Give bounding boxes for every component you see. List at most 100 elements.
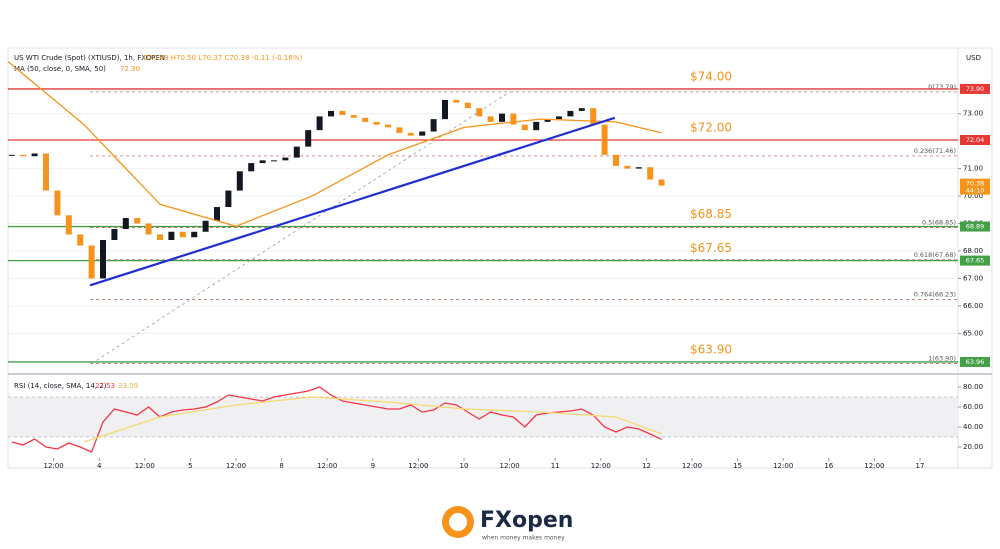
candle [134,218,141,224]
rsi-value: 27.53 [95,382,115,390]
candle [77,234,84,246]
ma-line [7,60,662,227]
candle [259,160,266,164]
candle [65,215,72,235]
candle [271,160,277,162]
x-tick-label: 8 [279,462,283,470]
candle [590,108,597,125]
candle [88,245,95,279]
candle [407,132,414,136]
level-badge [960,221,990,232]
level-badge-label: 67.65 [966,257,985,265]
candle [396,127,403,133]
candle [499,113,505,122]
x-tick-label: 12:00 [500,462,520,470]
axis-unit: USD [966,54,981,62]
y-tick-label: 20.00 [963,443,983,451]
x-tick-label: 12:00 [591,462,611,470]
candle [453,99,460,103]
candle [556,116,562,120]
candle [225,190,232,208]
level-label: $63.90 [690,342,732,356]
chart-frame [7,47,993,469]
candle [419,131,426,136]
candle [350,115,357,118]
trend-line [89,116,616,287]
candle [20,154,27,157]
fib-label: 1(63.90) [928,355,956,363]
logo-emblem-inner [449,513,467,531]
y-tick-label: 71.00 [963,165,983,173]
ma-legend: MA (50, close, 0, SMA, 50) [14,65,106,73]
rsi-sma-value: 33.09 [118,382,138,390]
candle [145,223,152,235]
x-tick-label: 10 [460,462,469,470]
candle [464,102,471,109]
fib-label: 0.236(71.46) [914,147,956,155]
candle [510,113,517,125]
rsi-legend: RSI (14, close, SMA, 14, 2) [14,382,107,390]
candle [282,157,289,161]
candle [578,108,585,111]
level-badge [960,356,990,367]
candle [624,165,631,169]
y-tick-label: 67.00 [963,274,983,282]
x-tick-label: 12:00 [864,462,884,470]
candle [385,124,391,128]
candle [157,234,163,240]
candle [533,121,540,131]
x-tick-label: 12:00 [135,462,155,470]
last-price: 70.38 [966,180,985,188]
candle [613,154,619,166]
x-tick-label: 12:00 [226,462,246,470]
level-badge [960,83,990,94]
rsi-sma-line [83,396,662,443]
candle [647,167,654,180]
fib-label: 0(73.79) [928,83,956,91]
y-tick-label: 80.00 [963,383,983,391]
candle [111,229,118,240]
x-tick-label: 12:00 [408,462,428,470]
candle [316,116,323,131]
candle [293,146,300,158]
x-tick-label: 12:00 [317,462,337,470]
candle [339,110,346,116]
x-tick-label: 9 [371,462,375,470]
candle [179,231,186,238]
x-tick-label: 11 [551,462,560,470]
candle [362,117,369,122]
level-label: $74.00 [690,69,732,83]
last-price-badge [960,178,990,195]
fib-label: 0.618(67.68) [914,251,956,259]
level-badge [960,255,990,266]
y-tick-label: 66.00 [963,302,983,310]
x-tick-label: 12:00 [773,462,793,470]
level-badge [960,135,990,146]
x-tick-label: 12:00 [682,462,702,470]
retracement-line [91,91,510,364]
candle [122,218,129,230]
candle [658,179,665,186]
candle [214,207,220,221]
x-tick-label: 12 [642,462,651,470]
x-tick-label: 4 [97,462,102,470]
candle [430,119,437,132]
candle [43,153,49,191]
candle [191,231,198,238]
x-tick-label: 17 [916,462,925,470]
logo: FXopen when money makes money [442,506,573,542]
candle [100,240,106,279]
bar-timer: 44:10 [966,187,985,195]
candle [635,167,642,169]
candle [248,163,255,172]
candle [328,110,334,117]
candle [202,220,209,232]
candle [373,121,380,125]
x-tick-label: 5 [188,462,192,470]
level-badge-label: 72.04 [966,136,985,144]
level-label: $68.85 [690,207,732,221]
candle [601,124,608,155]
x-tick-label: 12:00 [44,462,64,470]
level-badge-label: 63.96 [966,358,985,366]
